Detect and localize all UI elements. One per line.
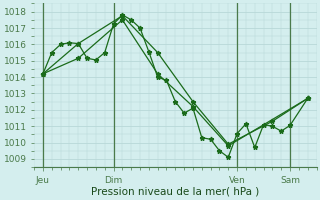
X-axis label: Pression niveau de la mer( hPa ): Pression niveau de la mer( hPa ) [91, 187, 260, 197]
